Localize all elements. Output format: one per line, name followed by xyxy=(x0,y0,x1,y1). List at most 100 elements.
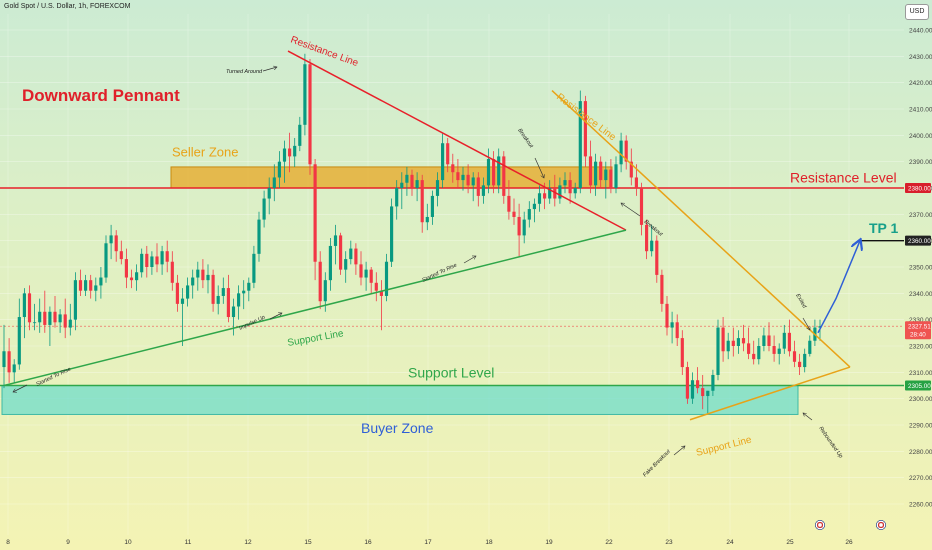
candle-body xyxy=(216,295,220,304)
rebounded-up-arrow xyxy=(803,413,813,421)
us-flag-event-icon[interactable] xyxy=(876,520,886,530)
candle-body xyxy=(78,280,83,291)
candle-body xyxy=(548,188,552,199)
x-tick-label: 25 xyxy=(786,539,794,546)
x-tick-label: 16 xyxy=(364,539,372,546)
candle-body xyxy=(27,293,32,323)
countdown-label: 28:40 xyxy=(910,332,926,339)
candle-body xyxy=(58,314,62,323)
candle-body xyxy=(808,340,812,354)
x-tick-label: 17 xyxy=(424,539,432,546)
candle-body xyxy=(792,351,797,362)
candle-body xyxy=(293,145,297,157)
candle-body xyxy=(486,159,491,186)
candle-body xyxy=(140,253,144,273)
candle-body xyxy=(226,288,230,318)
candle-body xyxy=(247,282,251,291)
x-tick-label: 12 xyxy=(244,539,252,546)
candle-body xyxy=(777,348,781,354)
candle-body xyxy=(736,338,740,346)
candle-body xyxy=(782,332,786,349)
candle-body xyxy=(354,248,358,265)
y-tick-label: 2290.00 xyxy=(909,423,932,430)
candle-body xyxy=(588,156,593,186)
candle-body xyxy=(537,193,542,204)
fake-breakout-arrow xyxy=(673,446,685,456)
resistance-line-2 xyxy=(551,90,851,368)
tp1-label: TP 1 xyxy=(869,220,899,236)
candle-body xyxy=(344,259,348,270)
candle-body xyxy=(384,261,389,296)
breakout-arrow-2 xyxy=(621,203,641,217)
candle-body xyxy=(323,280,327,302)
candle-body xyxy=(318,261,322,302)
currency-button[interactable]: USD xyxy=(905,4,929,20)
us-flag-event-icon[interactable] xyxy=(815,520,825,530)
candle-body xyxy=(532,203,536,210)
price-axis-label: 2360.00 xyxy=(908,238,931,245)
impulse-up-arrow xyxy=(269,313,282,320)
candle-body xyxy=(84,280,88,291)
candle-body xyxy=(221,288,225,296)
candle-body xyxy=(99,277,103,286)
candle-body xyxy=(206,274,210,281)
candle-body xyxy=(522,219,526,236)
candle-body xyxy=(277,161,281,178)
candle-body xyxy=(68,319,72,328)
candle-body xyxy=(787,332,791,352)
candle-body xyxy=(53,311,57,323)
candle-body xyxy=(22,293,26,318)
candle-body xyxy=(706,390,710,397)
candle-body xyxy=(609,169,613,188)
y-tick-label: 2300.00 xyxy=(909,396,932,403)
candle-body xyxy=(639,188,644,225)
candle-body xyxy=(497,156,501,186)
candle-body xyxy=(395,188,399,207)
candle-body xyxy=(645,224,649,252)
price-axis-label: 2327.51 xyxy=(908,324,931,331)
candle-body xyxy=(741,338,746,344)
candle-body xyxy=(665,303,669,328)
candle-body xyxy=(349,248,353,260)
price-axis-label-box xyxy=(905,321,931,340)
candle-body xyxy=(410,174,414,188)
candle-body xyxy=(435,180,440,196)
candle-body xyxy=(17,317,21,365)
seller-zone-box xyxy=(170,166,613,189)
candle-body xyxy=(272,177,276,188)
resistance-line-1 xyxy=(287,50,627,231)
candle-body xyxy=(624,140,628,162)
x-tick-label: 11 xyxy=(185,539,192,546)
candle-body xyxy=(119,251,123,260)
candle-body xyxy=(726,340,730,352)
candle-body xyxy=(492,159,496,186)
started-to-rise-arrow-2 xyxy=(463,256,476,264)
candle-body xyxy=(242,290,246,294)
candle-body xyxy=(675,322,679,339)
candle-body xyxy=(252,253,256,283)
candle-body xyxy=(481,185,485,196)
y-tick-label: 2260.00 xyxy=(909,502,932,509)
candle-body xyxy=(211,274,215,304)
candle-body xyxy=(170,261,174,283)
candle-body xyxy=(308,64,312,165)
candle-body xyxy=(374,282,378,291)
candle-body xyxy=(578,101,582,188)
candle-body xyxy=(405,174,409,183)
candle-body xyxy=(507,195,511,212)
candle-body xyxy=(38,311,42,323)
candle-body xyxy=(129,277,134,281)
fake-breakout-label: Fake Breakout xyxy=(642,449,672,479)
price-axis-label-box xyxy=(905,235,931,246)
candle-body xyxy=(73,280,77,320)
candle-body xyxy=(339,235,343,270)
candle-body xyxy=(48,311,52,325)
turned-around-arrow xyxy=(262,67,277,72)
y-tick-label: 2330.00 xyxy=(909,317,932,324)
candle-body xyxy=(160,251,164,265)
candle-body xyxy=(798,361,802,368)
candle-body xyxy=(390,206,394,262)
candle-body xyxy=(150,256,154,267)
candle-body xyxy=(288,148,292,157)
